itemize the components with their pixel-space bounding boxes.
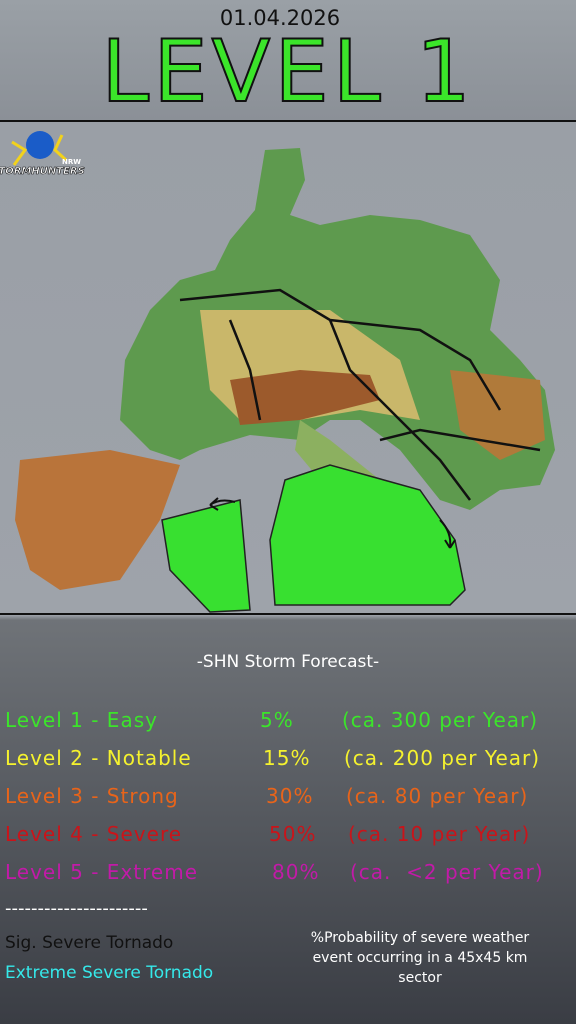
level-title: LEVEL 1 xyxy=(100,22,475,122)
map: STORMHUNTERS NRW xyxy=(0,120,576,615)
level-frequency: (ca. 300 per Year) xyxy=(342,708,539,732)
level-name: Level 5 - Extreme xyxy=(5,860,198,884)
divider: ---------------------- xyxy=(5,898,148,919)
carpathians xyxy=(450,370,545,460)
level-probability: 50% xyxy=(269,822,317,846)
arrow xyxy=(439,519,456,549)
tornado-label: Sig. Severe Tornado xyxy=(5,933,174,953)
level-probability: 80% xyxy=(272,860,320,884)
alps xyxy=(230,370,380,425)
level-frequency: (ca. 80 per Year) xyxy=(346,784,529,808)
date: 01.04.2026 xyxy=(219,6,341,30)
legend-heading: -SHN Storm Forecast- xyxy=(196,652,380,672)
level-name: Level 1 - Easy xyxy=(5,708,158,732)
arrow xyxy=(209,497,236,511)
borders xyxy=(179,288,541,501)
note: %Probability of severe weather event occ… xyxy=(310,930,530,986)
iberia xyxy=(15,450,180,590)
logo-name: STORMHUNTERS xyxy=(0,166,85,177)
level-probability: 15% xyxy=(263,746,311,770)
level-name: Level 4 - Severe xyxy=(5,822,183,846)
logo-icon xyxy=(26,131,54,159)
level-probability: 5% xyxy=(260,708,294,732)
level-frequency: (ca. 10 per Year) xyxy=(348,822,531,846)
logo-bolts xyxy=(11,134,68,166)
level-probability: 30% xyxy=(266,784,314,808)
level-frequency: (ca. 200 per Year) xyxy=(344,746,541,770)
level-name: Level 3 - Strong xyxy=(5,784,179,808)
tornado-label: Extreme Severe Tornado xyxy=(5,963,214,983)
level-name: Level 2 - Notable xyxy=(5,746,192,770)
logo-region: NRW xyxy=(62,158,81,166)
level-frequency: (ca. <2 per Year) xyxy=(350,860,544,884)
risk-area xyxy=(269,464,466,606)
risk-area xyxy=(161,499,251,613)
